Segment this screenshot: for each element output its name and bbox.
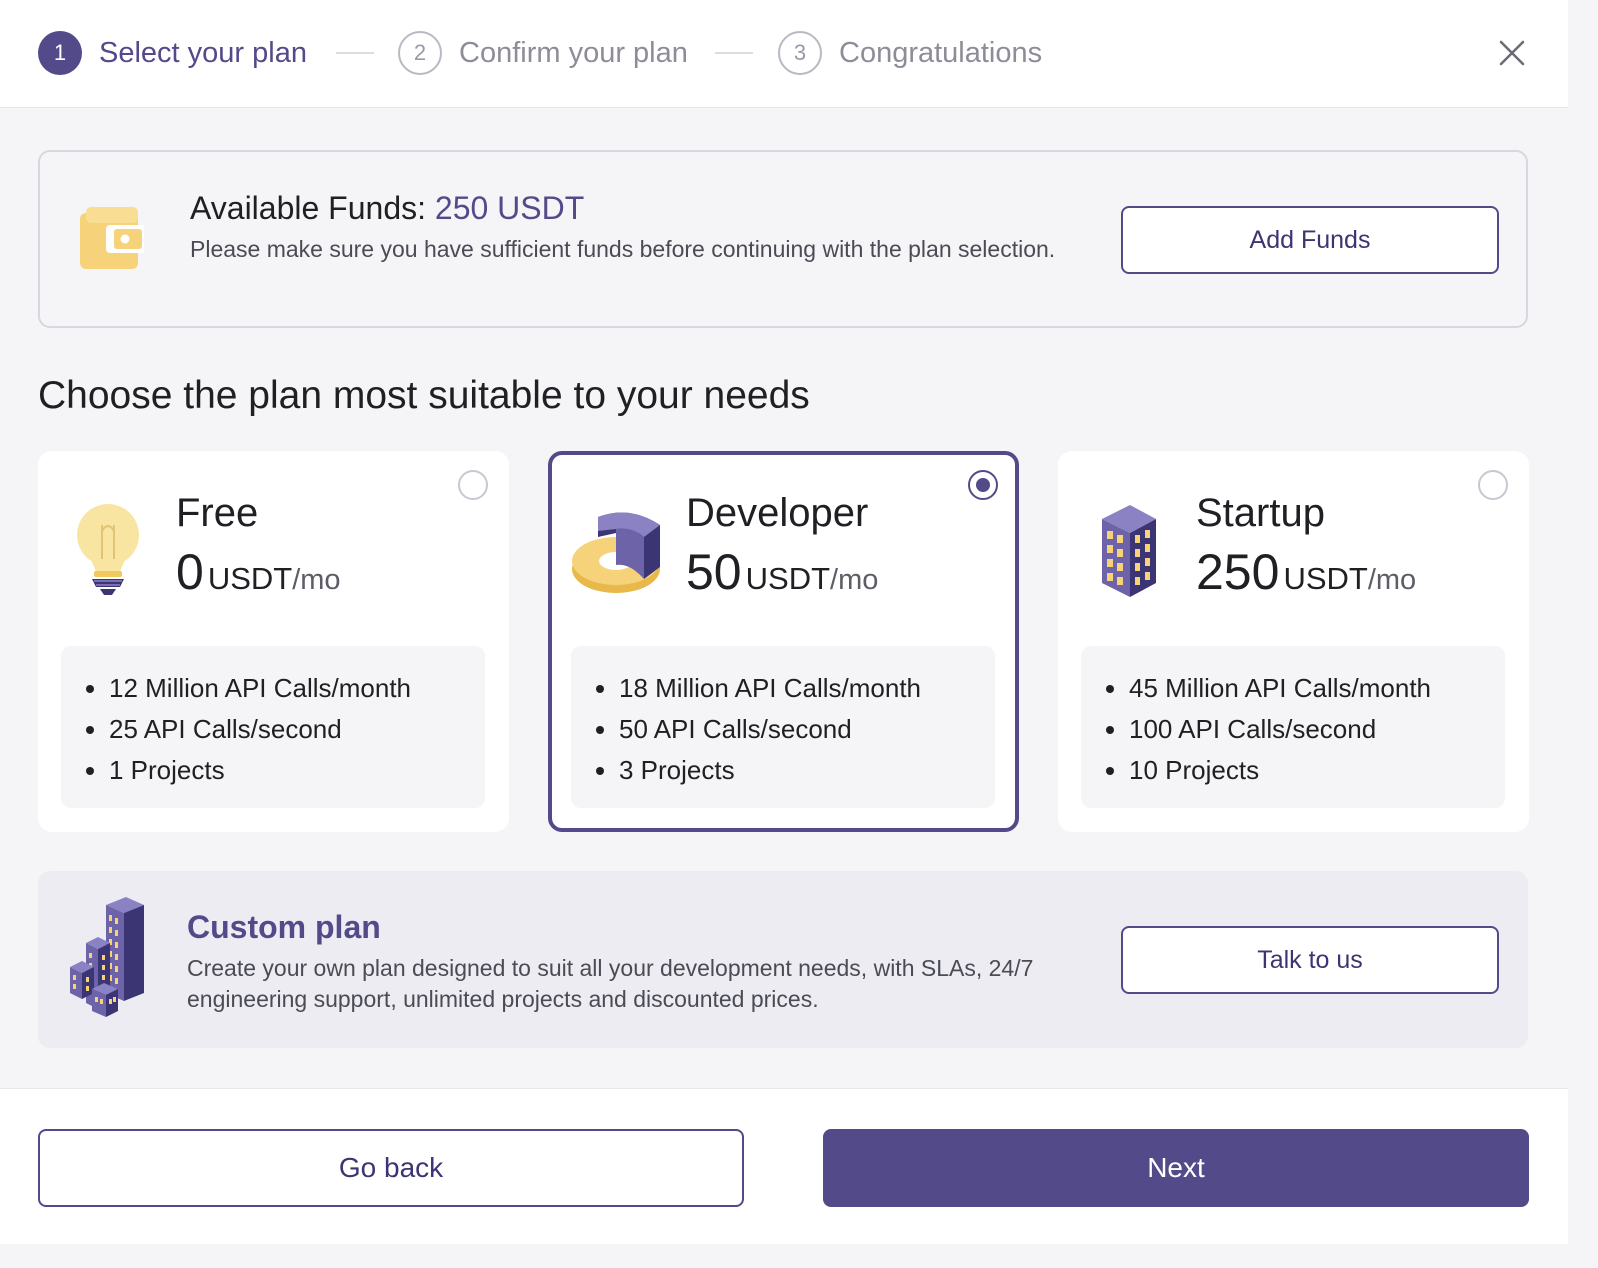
funds-description: Please make sure you have sufficient fun… [190,236,1056,262]
step-divider [715,52,753,54]
available-funds-title: Available Funds: 250 USDT [190,190,584,227]
go-back-button[interactable]: Go back [38,1129,744,1207]
plan-features: 12 Million API Calls/month 25 API Calls/… [61,646,485,808]
close-button[interactable] [1492,33,1532,73]
plan-price: 0 USDT/mo [176,543,341,601]
plan-features: 18 Million API Calls/month 50 API Calls/… [571,646,995,808]
plan-section-heading: Choose the plan most suitable to your ne… [38,374,810,417]
plan-selection-modal: 1 Select your plan 2 Confirm your plan 3… [0,0,1568,1244]
plan-radio-developer[interactable] [968,470,998,500]
lightbulb-icon [74,501,142,604]
step-1-label: Select your plan [99,36,307,69]
donut-chart-icon [570,507,670,602]
feature-item: 45 Million API Calls/month [1129,668,1505,709]
plan-features: 45 Million API Calls/month 100 API Calls… [1081,646,1505,808]
step-1: 1 Select your plan [38,29,307,77]
step-2-number: 2 [398,31,442,75]
plan-price-amount: 0 [176,544,204,600]
step-1-number: 1 [38,31,82,75]
step-3-number: 3 [778,31,822,75]
add-funds-button[interactable]: Add Funds [1121,206,1499,274]
feature-item: 10 Projects [1129,750,1505,791]
plan-name: Startup [1196,491,1325,535]
city-buildings-icon [68,897,148,1024]
modal-footer: Go back Next [0,1088,1568,1244]
plan-price-amount: 250 [1196,544,1280,600]
feature-item: 1 Projects [109,750,485,791]
plan-name: Developer [686,491,869,535]
feature-item: 100 API Calls/second [1129,709,1505,750]
feature-item: 50 API Calls/second [619,709,995,750]
feature-item: 12 Million API Calls/month [109,668,485,709]
plan-price: 250 USDT/mo [1196,543,1416,601]
feature-item: 3 Projects [619,750,995,791]
available-funds-card: Available Funds: 250 USDT Please make su… [38,150,1528,328]
stepper-header: 1 Select your plan 2 Confirm your plan 3… [0,0,1568,108]
plan-price-currency: USDT [745,561,831,596]
step-3: 3 Congratulations [778,29,1042,77]
plan-radio-free[interactable] [458,470,488,500]
plan-name: Free [176,491,259,535]
feature-item: 25 API Calls/second [109,709,485,750]
step-2: 2 Confirm your plan [398,29,688,77]
plan-price: 50 USDT/mo [686,543,878,601]
plan-price-period: /mo [830,564,879,596]
next-button[interactable]: Next [823,1129,1529,1207]
custom-plan-card: Custom plan Create your own plan designe… [38,871,1528,1048]
custom-plan-description: Create your own plan designed to suit al… [187,955,1034,1012]
step-divider [336,52,374,54]
plan-price-amount: 50 [686,544,742,600]
plan-radio-startup[interactable] [1478,470,1508,500]
step-3-label: Congratulations [839,36,1043,69]
funds-amount: 250 USDT [434,190,585,226]
step-2-label: Confirm your plan [459,36,688,69]
plan-price-currency: USDT [207,561,293,596]
plan-price-period: /mo [1367,564,1417,596]
funds-label: Available Funds: [190,190,426,226]
plan-price-currency: USDT [1283,561,1368,596]
plan-price-period: /mo [292,564,341,596]
building-icon [1100,503,1158,604]
talk-to-us-button[interactable]: Talk to us [1121,926,1499,994]
custom-plan-title: Custom plan [187,909,381,945]
wallet-icon [80,207,146,276]
feature-item: 18 Million API Calls/month [619,668,995,709]
close-icon [1499,40,1525,66]
